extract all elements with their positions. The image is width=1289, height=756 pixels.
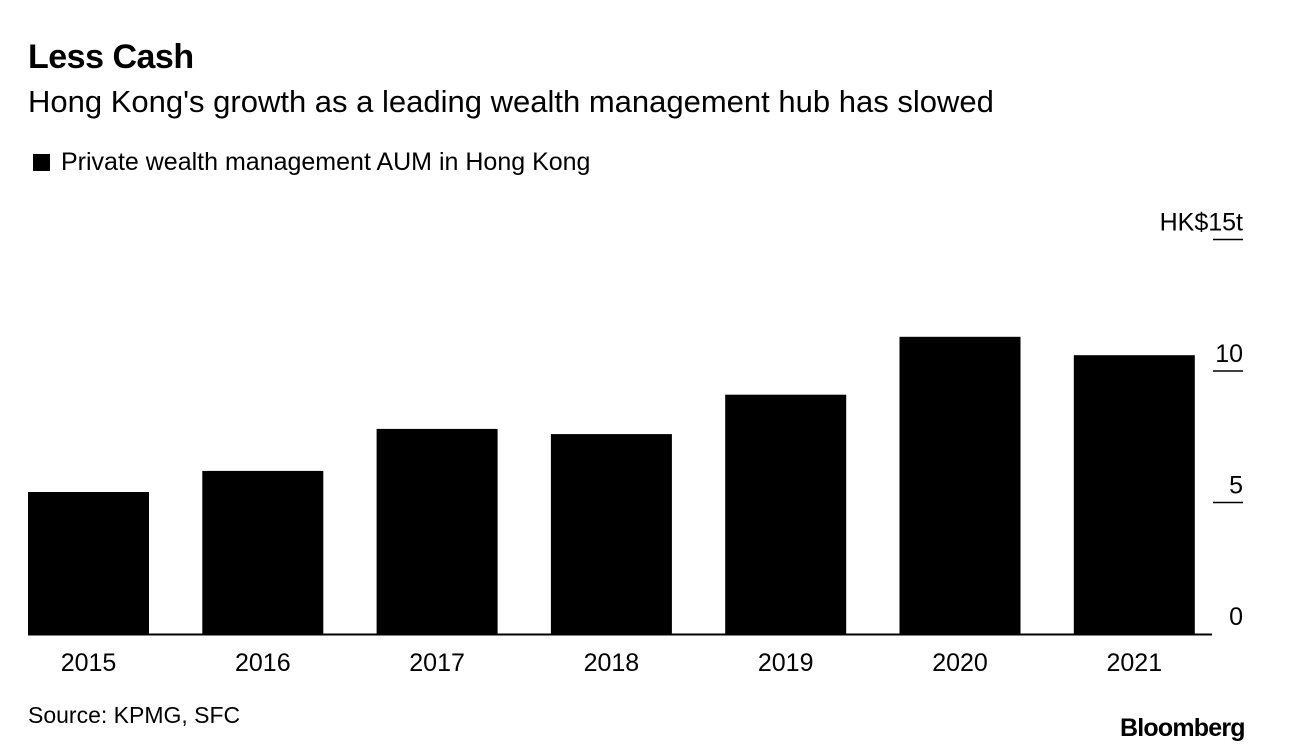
x-tick-label: 2016: [235, 649, 291, 677]
legend: Private wealth management AUM in Hong Ko…: [33, 150, 590, 175]
bar-2015: [28, 492, 149, 634]
x-tick-label: 2019: [758, 649, 814, 677]
bar-2021: [1073, 355, 1195, 634]
y-tick-label: 0: [1229, 603, 1243, 631]
bar-2019: [725, 394, 847, 634]
bar-2016: [202, 470, 324, 634]
x-tick-label: 2018: [584, 649, 640, 677]
source-note: Source: KPMG, SFC: [28, 702, 241, 728]
chart-subtitle: Hong Kong's growth as a leading wealth m…: [28, 84, 994, 119]
bloomberg-logo: Bloomberg: [1120, 714, 1246, 742]
x-tick-label: 2021: [1106, 649, 1162, 677]
legend-label: Private wealth management AUM in Hong Ko…: [61, 148, 591, 176]
y-tick-label: 10: [1215, 340, 1243, 368]
y-tick-label: 5: [1229, 472, 1243, 500]
x-tick-label: 2020: [932, 649, 988, 677]
x-tick-label: 2015: [61, 649, 117, 677]
y-tick-label: HK$15t: [1160, 209, 1243, 237]
bar-2017: [376, 428, 498, 634]
x-tick-label: 2017: [409, 649, 465, 677]
bar-2018: [550, 434, 672, 634]
chart-title: Less Cash: [28, 38, 194, 76]
legend-swatch: [33, 154, 50, 171]
bar-2020: [899, 336, 1021, 634]
